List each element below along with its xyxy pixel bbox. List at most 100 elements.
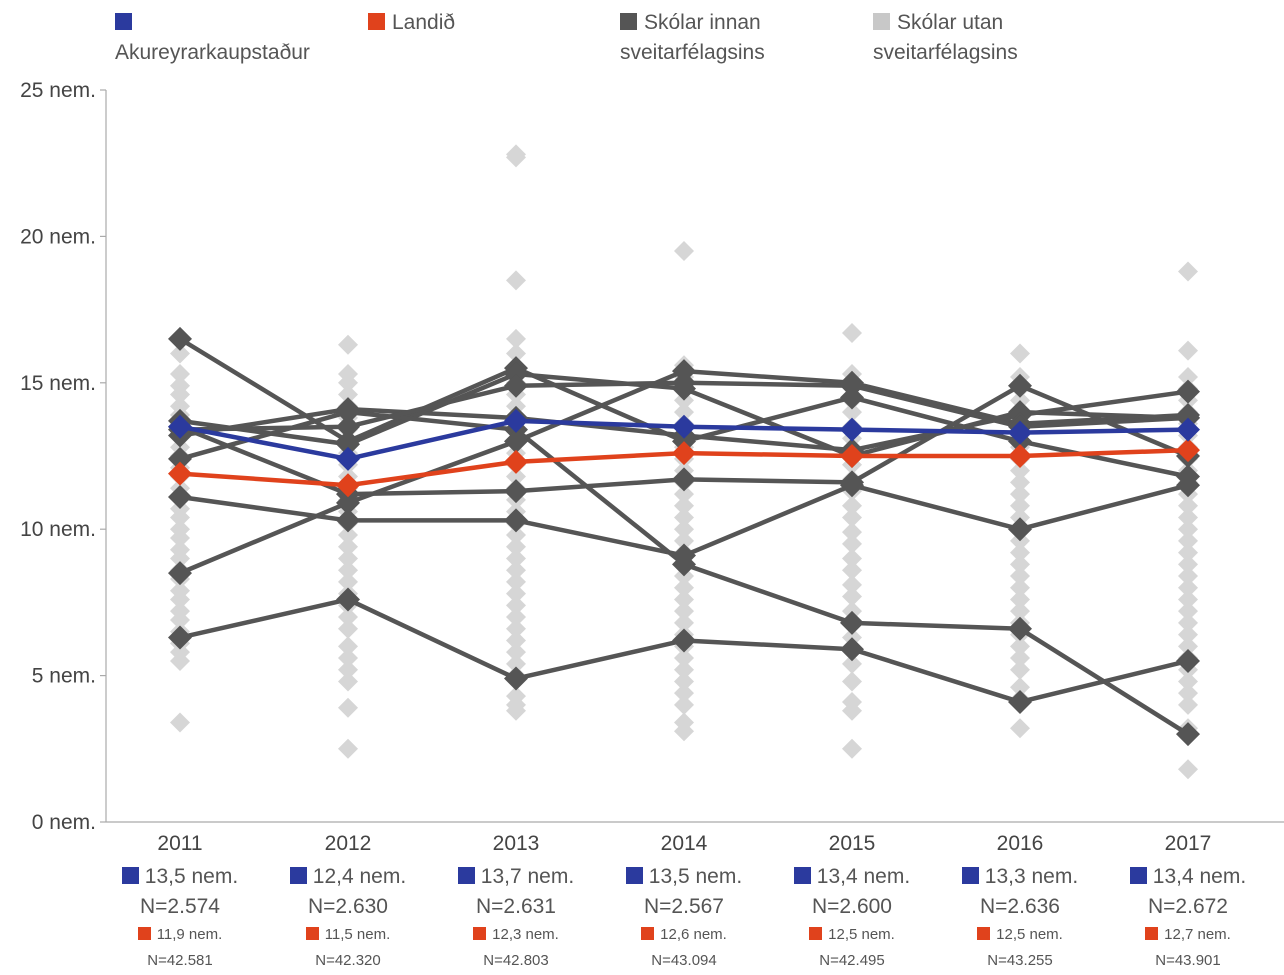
outside-school-point (506, 548, 526, 569)
chart-legend: Akureyrarkaupstaður Landið Skólar innan … (0, 0, 1284, 80)
country-point (504, 449, 528, 474)
outside-school-point (1178, 495, 1198, 516)
outside-school-point (674, 402, 694, 423)
country-value-text: 12,7 nem. (1164, 926, 1231, 943)
outside-school-point (170, 519, 190, 540)
outside-school-point (338, 364, 358, 385)
outside-school-point (506, 343, 526, 364)
country-n: N=43.901 (1155, 952, 1221, 969)
outside-school-point (1178, 759, 1198, 780)
municipality-value: 12,4 nem. (264, 862, 432, 892)
outside-school-point (338, 738, 358, 759)
stats-2016: 13,3 nem. N=2.636 12,5 nem. N=43.255 (936, 862, 1104, 974)
country-value-text: 12,5 nem. (996, 926, 1063, 943)
country-marker-icon (137, 927, 151, 940)
x-tick-label: 2012 (325, 832, 372, 855)
inside-school-point (672, 543, 696, 568)
outside-school-point (674, 530, 694, 551)
inside-school-point (672, 628, 696, 653)
outside-school-point (1010, 566, 1030, 587)
outside-school-point (1010, 601, 1030, 622)
legend-label-schools-inside: Skólar innan sveitarfélagsins (620, 11, 765, 64)
inside-school-point (840, 470, 864, 495)
outside-school-point (1010, 495, 1030, 516)
municipality-marker-icon (457, 867, 475, 884)
legend-swatch-schools-inside (620, 13, 637, 30)
outside-school-point (674, 577, 694, 598)
x-tick-label: 2017 (1165, 832, 1212, 855)
outside-school-point (1010, 677, 1030, 698)
outside-school-point (1178, 612, 1198, 633)
country-value-text: 12,3 nem. (492, 926, 559, 943)
outside-school-point (1178, 566, 1198, 587)
x-tick-label: 2015 (829, 832, 876, 855)
municipality-n: N=2.630 (308, 895, 388, 918)
outside-school-point (1178, 589, 1198, 610)
municipality-value-text: 13,7 nem. (480, 865, 575, 888)
outside-school-point (842, 586, 862, 607)
municipality-point (1008, 420, 1032, 445)
outside-school-point (506, 525, 526, 546)
outside-school-point (842, 402, 862, 423)
country-n: N=43.094 (651, 952, 717, 969)
stats-2017: 13,4 nem. N=2.672 12,7 nem. N=43.901 (1104, 862, 1272, 974)
legend-item-schools-outside: Skólar utan sveitarfélagsins (873, 8, 1063, 68)
stats-2014: 13,5 nem. N=2.567 12,6 nem. N=43.094 (600, 862, 768, 974)
outside-school-point (338, 671, 358, 692)
outside-school-point (1178, 340, 1198, 361)
municipality-value: 13,3 nem. (936, 862, 1104, 892)
country-point (672, 441, 696, 466)
country-value-text: 11,9 nem. (156, 926, 223, 943)
y-tick-label: 20 nem. (20, 225, 96, 248)
country-point (1008, 444, 1032, 468)
outside-school-point (338, 636, 358, 657)
country-marker-icon (809, 927, 823, 940)
inside-school-point (840, 610, 864, 635)
outside-school-point (338, 536, 358, 557)
outside-school-point (1178, 507, 1198, 528)
municipality-marker-icon (793, 867, 811, 884)
stats-2013: 13,7 nem. N=2.631 12,3 nem. N=42.803 (432, 862, 600, 974)
outside-school-point (1010, 577, 1030, 598)
outside-school-point (506, 571, 526, 592)
outside-school-point (506, 595, 526, 616)
municipality-point (336, 446, 360, 471)
municipality-marker-icon (1129, 867, 1147, 884)
outside-school-point (842, 653, 862, 674)
country-marker-icon (305, 927, 319, 940)
outside-school-point (506, 583, 526, 604)
x-axis-labels: 2011 2012 2013 2014 2015 2016 2017 (157, 832, 1211, 855)
inside-school-point (168, 446, 192, 471)
inside-school-point (672, 370, 696, 395)
municipality-marker-icon (961, 867, 979, 884)
outside-school-point (170, 712, 190, 733)
outside-school-point (506, 642, 526, 663)
country-value: 12,5 nem. (936, 922, 1104, 948)
outside-school-point (1010, 484, 1030, 505)
municipality-n: N=2.567 (644, 895, 724, 918)
outside-school-point (842, 495, 862, 516)
outside-school-point (506, 328, 526, 349)
country-point (840, 444, 864, 468)
outside-school-point (506, 607, 526, 628)
country-marker-icon (641, 927, 655, 940)
municipality-point (168, 414, 192, 439)
y-tick-label: 5 nem. (32, 665, 96, 688)
municipality-n: N=2.574 (140, 895, 220, 918)
outside-school-point (842, 507, 862, 528)
outside-school-point (338, 697, 358, 718)
outside-school-point (506, 686, 526, 707)
inside-school-point (840, 373, 864, 398)
country-n: N=42.803 (483, 952, 549, 969)
inside-school-point (336, 508, 360, 533)
outside-school-point (1178, 601, 1198, 622)
country-marker-icon (977, 927, 991, 940)
municipality-value-text: 12,4 nem. (312, 865, 407, 888)
x-tick-label: 2014 (661, 832, 708, 855)
y-tick-label: 10 nem. (20, 518, 96, 541)
outside-school-point (674, 241, 694, 262)
inside-school-point (504, 479, 528, 504)
inside-school-point (840, 637, 864, 662)
outside-school-point (674, 519, 694, 540)
inside-school-point (336, 400, 360, 425)
